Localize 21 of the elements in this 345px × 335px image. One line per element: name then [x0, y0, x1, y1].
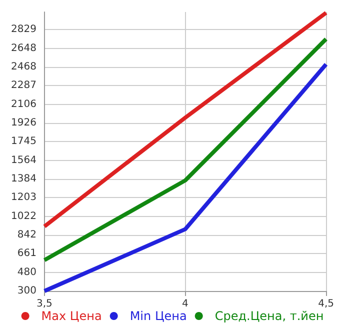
legend-label: Сред.Цена, т.йен — [214, 309, 324, 323]
y-tick-label: 1564 — [10, 154, 36, 166]
y-tick-label: 1022 — [10, 210, 36, 222]
y-tick-label: 2468 — [10, 61, 36, 72]
y-tick-label: 1926 — [10, 117, 36, 128]
x-tick-label: 4,5 — [318, 298, 334, 310]
y-tick-label: 2829 — [10, 24, 36, 36]
y-tick-label: 2648 — [10, 42, 36, 54]
y-tick-label: 1203 — [10, 192, 36, 204]
y-tick-label: 2106 — [10, 98, 36, 110]
x-tick-label: 4 — [182, 298, 188, 310]
legend-label: Max Цена — [41, 309, 102, 323]
y-tick-label: 480 — [17, 266, 36, 278]
x-tick-label: 3,5 — [36, 298, 52, 310]
y-tick-label: 2287 — [10, 80, 36, 92]
y-tick-label: 842 — [17, 229, 36, 240]
y-tick-label: 1384 — [10, 173, 36, 184]
y-tick-label: 661 — [17, 248, 36, 260]
y-tick-label: 300 — [17, 286, 36, 296]
y-tick-label: 1745 — [10, 136, 36, 148]
legend-label: Min Цена — [130, 309, 187, 323]
